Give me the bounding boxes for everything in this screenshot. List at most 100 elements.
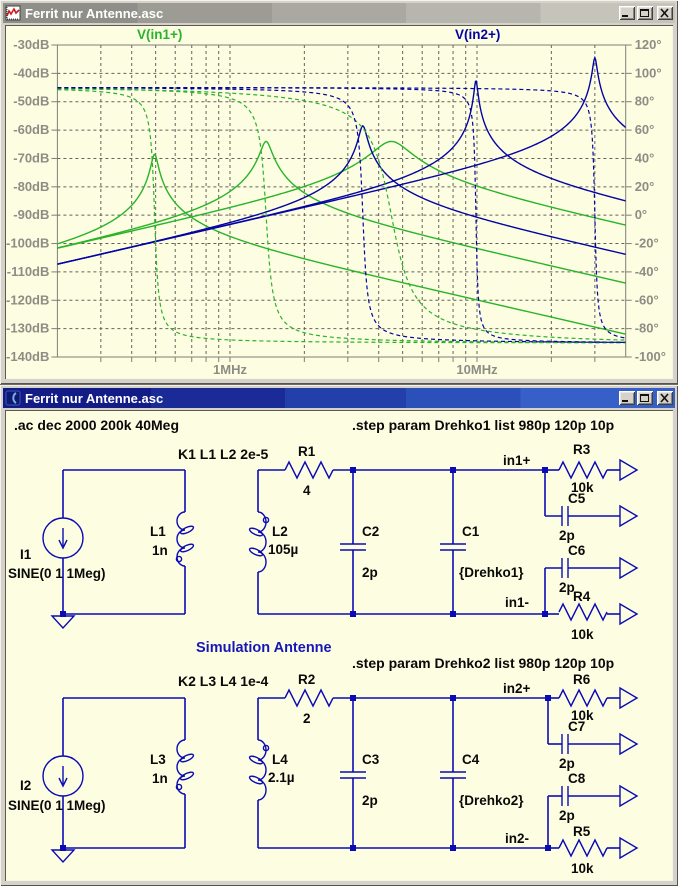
component-L2[interactable] (248, 511, 270, 573)
spice-directive-step1[interactable]: .step param Drehko1 list 980p 120p 10p (352, 417, 614, 433)
value-C5[interactable]: 2p (559, 528, 575, 543)
svg-text:-90dB: -90dB (13, 207, 49, 222)
component-R1[interactable] (284, 460, 334, 480)
value-I2[interactable]: SINE(0 1 1Meg) (8, 798, 106, 813)
value-R6[interactable]: 10k (571, 708, 594, 723)
output-port-icon[interactable] (619, 556, 639, 580)
value-R4[interactable]: 10k (571, 627, 594, 642)
spice-directive-step2[interactable]: .step param Drehko2 list 980p 120p 10p (352, 655, 614, 671)
component-C3[interactable] (340, 771, 366, 779)
value-C1[interactable]: {Drehko1} (459, 565, 524, 580)
component-R5[interactable] (558, 838, 608, 858)
value-R3[interactable]: 10k (571, 480, 594, 495)
value-C6[interactable]: 2p (559, 580, 575, 595)
value-I1[interactable]: SINE(0 1 1Meg) (8, 566, 106, 581)
output-port-icon[interactable] (619, 732, 639, 756)
label-C7[interactable]: C7 (568, 719, 585, 734)
net-label-in2plus[interactable]: in2+ (503, 681, 531, 696)
component-R2[interactable] (284, 688, 334, 708)
output-port-icon[interactable] (619, 602, 639, 626)
waveform-titlebar[interactable]: Ferrit nur Antenne.asc (3, 3, 675, 23)
label-C3[interactable]: C3 (362, 752, 380, 767)
label-R1[interactable]: R1 (298, 444, 316, 459)
schematic-canvas[interactable]: I1 SINE(0 1 1Meg) L1 1n L2 105µ R1 4 C2 2p C1 {Dreh… (5, 410, 673, 881)
spice-directive-ac[interactable]: .ac dec 2000 200k 40Meg (14, 417, 179, 433)
component-R6[interactable] (558, 688, 608, 708)
label-I2[interactable]: I2 (20, 778, 31, 793)
schematic-canvas-area[interactable]: I1 SINE(0 1 1Meg) L1 1n L2 105µ R1 4 C2 2p C1 {Dreh… (5, 410, 673, 881)
schematic-titlebar[interactable]: Ferrit nur Antenne.asc (3, 388, 675, 408)
component-L3[interactable] (175, 739, 195, 795)
label-L3[interactable]: L3 (150, 752, 166, 767)
value-C3[interactable]: 2p (362, 793, 378, 808)
component-C6[interactable] (561, 558, 569, 578)
component-C2[interactable] (340, 543, 366, 551)
label-I1[interactable]: I1 (20, 547, 32, 562)
output-port-icon[interactable] (619, 836, 639, 860)
label-C5[interactable]: C5 (568, 491, 586, 506)
net-label-in1minus[interactable]: in1- (505, 595, 529, 610)
svg-text:-100dB: -100dB (6, 236, 49, 251)
component-C4[interactable] (440, 771, 466, 779)
net-label-in2minus[interactable]: in2- (505, 831, 529, 846)
value-R5[interactable]: 10k (571, 861, 594, 876)
label-R3[interactable]: R3 (573, 442, 591, 457)
value-L4[interactable]: 2.1µ (268, 770, 295, 785)
svg-text:-30dB: -30dB (13, 37, 49, 52)
ground-symbol[interactable] (50, 849, 76, 864)
net-label-in1plus[interactable]: in1+ (503, 453, 531, 468)
coupling-directive-k1[interactable]: K1 L1 L2 2e-5 (178, 446, 268, 462)
label-R4[interactable]: R4 (573, 589, 591, 604)
output-port-icon[interactable] (619, 458, 639, 482)
value-C4[interactable]: {Drehko2} (459, 793, 524, 808)
value-R1[interactable]: 4 (303, 483, 311, 498)
component-C7[interactable] (561, 734, 569, 754)
maximize-button[interactable] (637, 391, 653, 405)
component-C1[interactable] (440, 543, 466, 551)
label-C2[interactable]: C2 (362, 524, 379, 539)
value-L2[interactable]: 105µ (268, 542, 298, 557)
output-port-icon[interactable] (619, 686, 639, 710)
value-C8[interactable]: 2p (559, 808, 575, 823)
comment-text[interactable]: Simulation Antenne (196, 640, 332, 656)
value-L1[interactable]: 1n (152, 543, 168, 558)
output-port-icon[interactable] (619, 504, 639, 528)
waveform-plot-area[interactable]: -30dB -40dB -50dB -60dB -70dB -80dB -90dB -100d… (5, 25, 673, 379)
value-C2[interactable]: 2p (362, 565, 378, 580)
minimize-button[interactable] (619, 391, 635, 405)
label-R2[interactable]: R2 (298, 672, 315, 687)
component-C8[interactable] (561, 786, 569, 806)
plot-legend[interactable]: V(in1+) V(in2+) (137, 27, 500, 42)
ground-symbol[interactable] (50, 615, 76, 630)
legend-V(in1+)[interactable]: V(in1+) (137, 27, 182, 42)
label-L2[interactable]: L2 (272, 524, 288, 539)
label-C8[interactable]: C8 (568, 771, 586, 786)
close-button[interactable] (657, 6, 673, 20)
value-C7[interactable]: 2p (559, 756, 575, 771)
label-L1[interactable]: L1 (150, 524, 166, 539)
label-R5[interactable]: R5 (573, 824, 591, 839)
coupling-directive-k2[interactable]: K2 L3 L4 1e-4 (178, 673, 268, 689)
component-C5[interactable] (561, 506, 569, 526)
waveform-plot-canvas[interactable]: -30dB -40dB -50dB -60dB -70dB -80dB -90dB -100d… (5, 25, 673, 381)
label-R6[interactable]: R6 (573, 672, 591, 687)
label-C6[interactable]: C6 (568, 543, 586, 558)
label-C1[interactable]: C1 (462, 524, 480, 539)
component-R4[interactable] (558, 602, 608, 622)
minimize-button[interactable] (619, 6, 635, 20)
wires[interactable] (62, 469, 620, 849)
maximize-button[interactable] (637, 6, 653, 20)
svg-text:-80°: -80° (635, 321, 659, 336)
component-L1[interactable] (175, 511, 195, 567)
legend-V(in2+)[interactable]: V(in2+) (455, 27, 500, 42)
label-C4[interactable]: C4 (462, 752, 480, 767)
component-R3[interactable] (558, 460, 608, 480)
component-I2[interactable] (42, 755, 84, 797)
label-L4[interactable]: L4 (272, 752, 288, 767)
value-R2[interactable]: 2 (303, 711, 311, 726)
component-L4[interactable] (248, 739, 270, 801)
component-I1[interactable] (42, 517, 84, 559)
close-button[interactable] (657, 391, 673, 405)
output-port-icon[interactable] (619, 784, 639, 808)
value-L3[interactable]: 1n (152, 771, 168, 786)
